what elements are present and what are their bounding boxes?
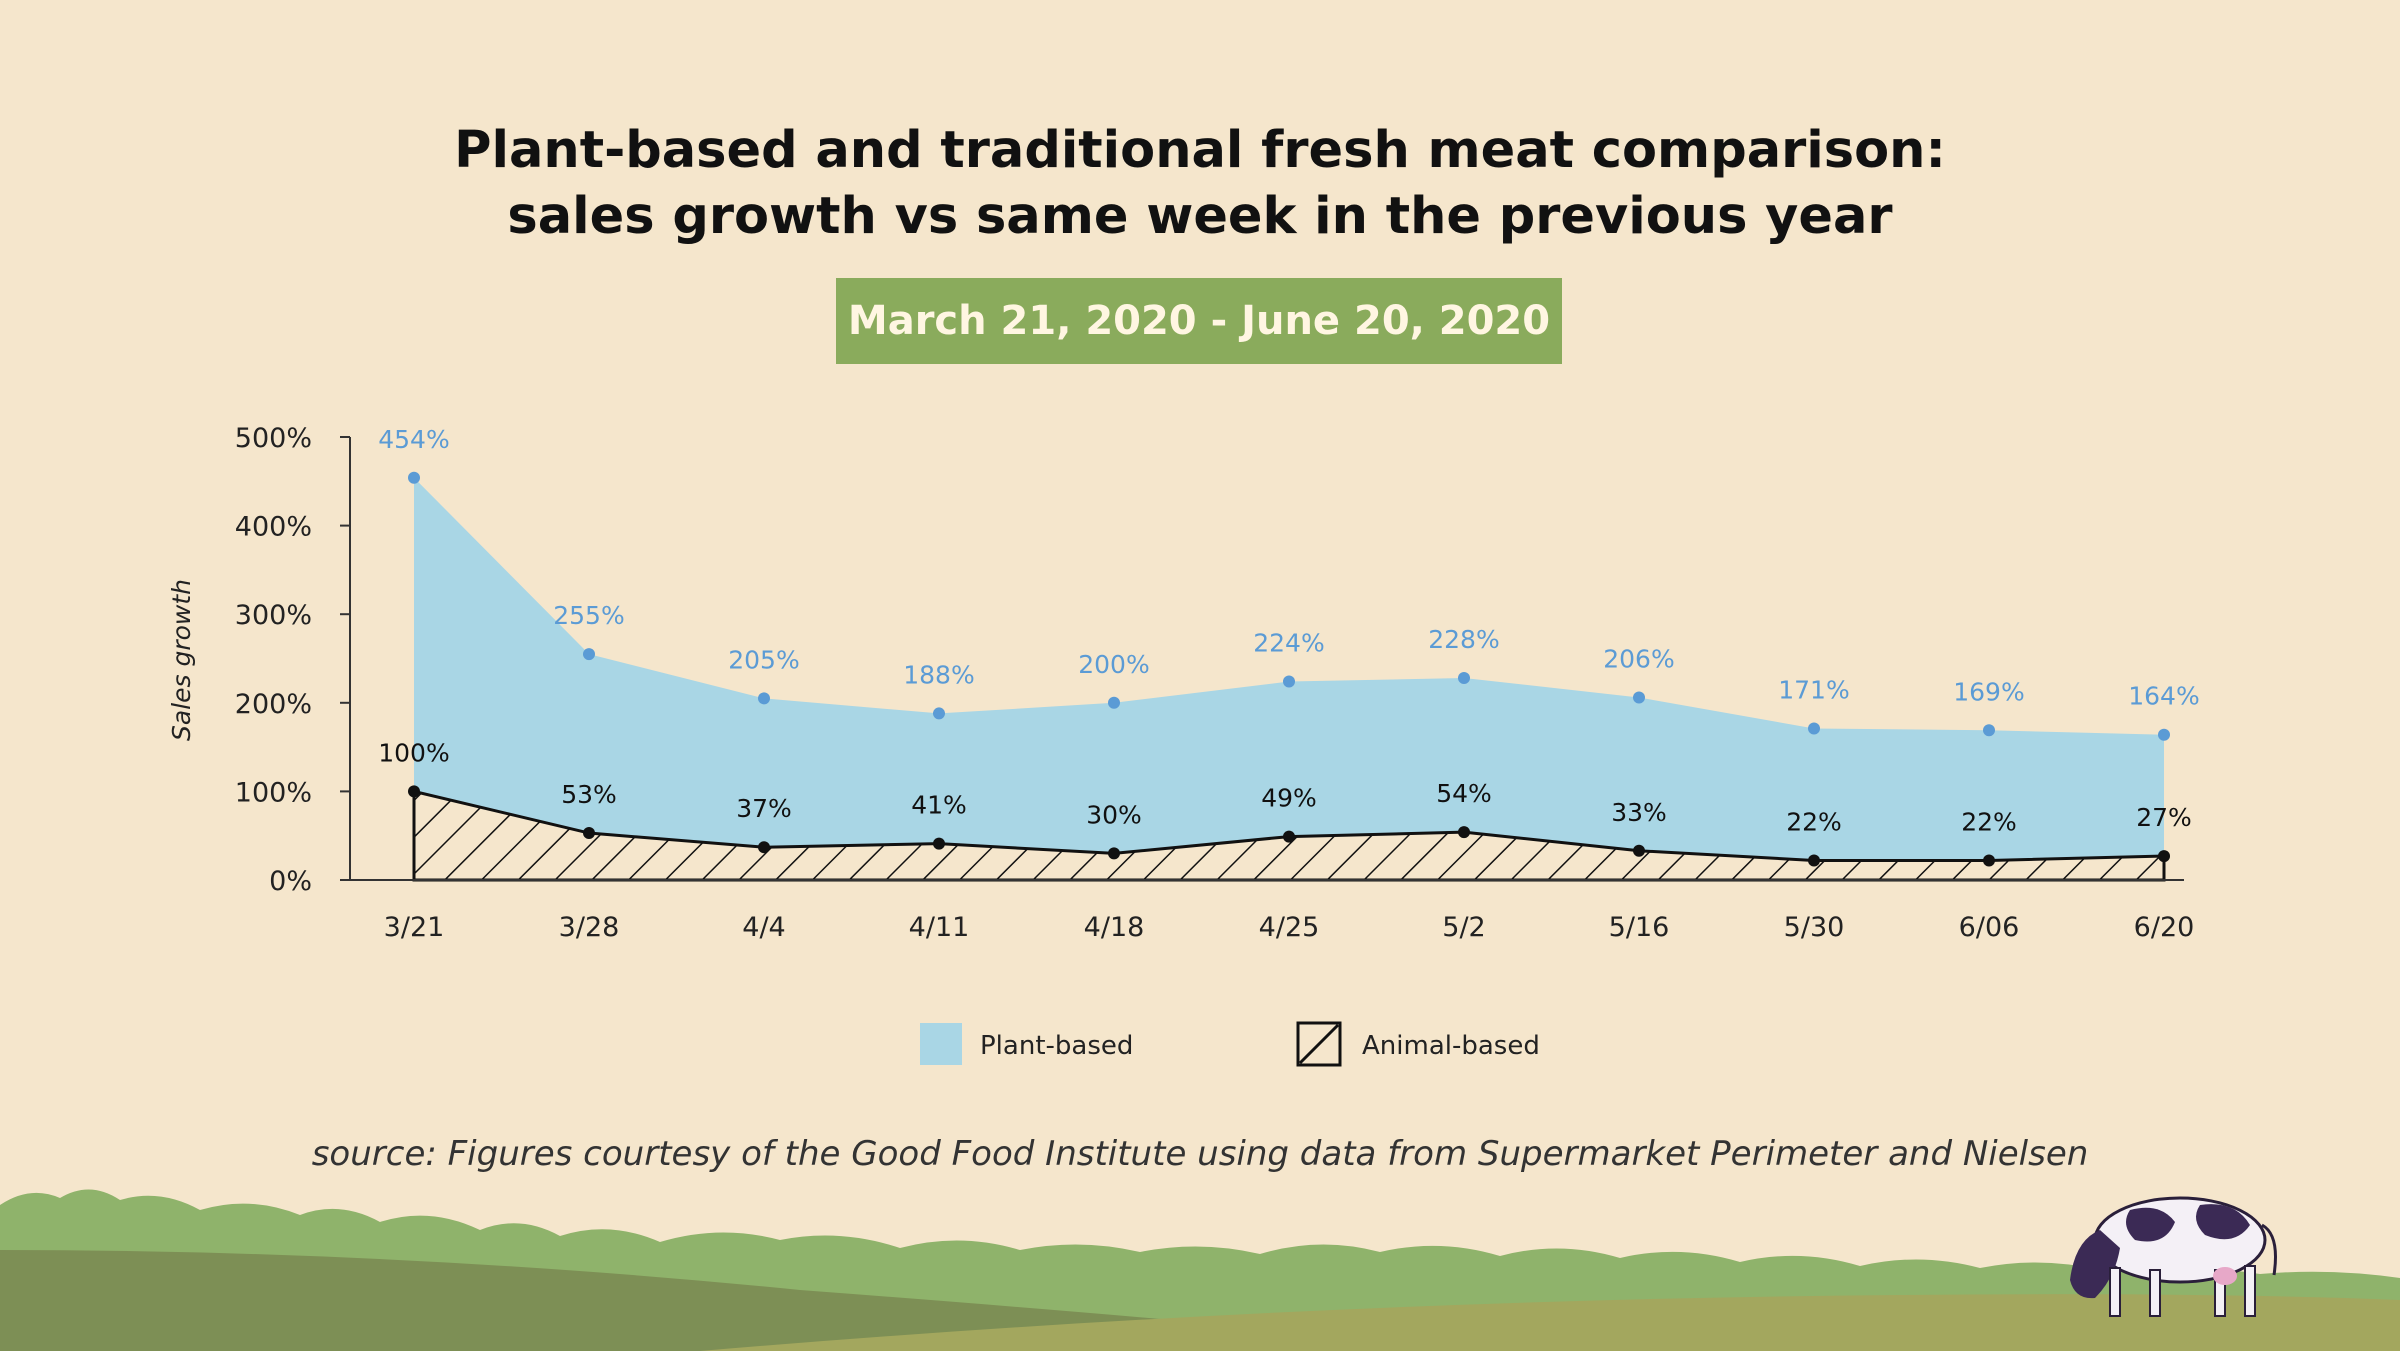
cow-udder	[2213, 1267, 2237, 1285]
legend-swatch-hatch-line	[1298, 1023, 1340, 1065]
plant-based-point	[933, 707, 945, 720]
x-tick-label: 4/11	[909, 912, 970, 943]
plant-based-point	[1808, 722, 1820, 735]
animal-based-data-label: 33%	[1611, 798, 1667, 827]
plant-based-point	[1983, 724, 1995, 737]
x-tick-label: 6/20	[2134, 912, 2195, 943]
plant-based-point	[1283, 675, 1295, 688]
cow-illustration	[2070, 1196, 2277, 1317]
legend-label-plant-based: Plant-based	[980, 1031, 1133, 1061]
animal-based-data-label: 49%	[1261, 784, 1317, 813]
animal-based-data-label: 53%	[561, 780, 617, 809]
y-tick-label: 500%	[235, 423, 312, 454]
front-hill-right	[700, 1294, 2400, 1351]
x-tick-label: 4/25	[1259, 912, 1320, 943]
animal-based-point	[583, 827, 595, 840]
animal-based-point	[1283, 830, 1295, 843]
animal-based-point	[1633, 844, 1645, 857]
cow-leg-1	[2109, 1267, 2121, 1317]
cow-spot-1	[2126, 1207, 2175, 1242]
plant-based-area	[414, 477, 2164, 880]
animal-based-data-label: 54%	[1436, 779, 1492, 808]
x-tick-label: 3/28	[559, 912, 620, 943]
plant-based-data-label: 255%	[553, 601, 624, 630]
animal-based-point	[2158, 850, 2170, 863]
plant-based-data-label: 228%	[1428, 625, 1499, 654]
animal-based-point	[933, 837, 945, 850]
animal-based-point	[1983, 854, 1995, 867]
animal-based-point	[1808, 854, 1820, 867]
y-tick-label: 200%	[235, 689, 312, 720]
plant-based-data-label: 205%	[728, 645, 799, 674]
plant-based-data-label: 200%	[1078, 650, 1149, 679]
x-tick-label: 5/30	[1784, 912, 1845, 943]
plant-based-data-label: 224%	[1253, 629, 1324, 658]
x-tick-label: 5/2	[1442, 912, 1485, 943]
plot-area: 0% 100% 200% 300% 400% 500% Sales growth 3/21 3/…	[167, 423, 2200, 1067]
x-tick-label: 3/21	[384, 912, 445, 943]
animal-based-data-label: 41%	[911, 791, 967, 820]
plant-based-point	[758, 692, 770, 705]
animal-based-area	[412, 789, 2166, 882]
cow-tail	[2261, 1223, 2277, 1276]
animal-based-point	[408, 785, 420, 798]
plant-based-point	[2158, 728, 2170, 741]
y-axis-title: Sales growth	[167, 579, 196, 741]
plant-based-data-label: 164%	[2128, 682, 2199, 711]
animal-based-point	[758, 841, 770, 854]
y-tick-label: 100%	[235, 777, 312, 808]
x-tick-label: 4/4	[742, 912, 785, 943]
plant-based-point	[1458, 671, 1470, 684]
date-range-badge: March 21, 2020 - June 20, 2020	[836, 278, 1562, 364]
legend-swatch-plant-based	[920, 1023, 962, 1065]
animal-based-data-label: 22%	[1961, 808, 2017, 837]
legend-label-animal-based: Animal-based	[1362, 1031, 1540, 1061]
plant-based-data-label: 169%	[1953, 677, 2024, 706]
chart-title-line-2: sales growth vs same week in the previou…	[507, 187, 1893, 246]
animal-based-data-label: 22%	[1786, 808, 1842, 837]
source-note: source: Figures courtesy of the Good Foo…	[311, 1134, 2089, 1174]
x-tick-label: 5/16	[1609, 912, 1670, 943]
plant-based-data-label: 188%	[903, 660, 974, 689]
plant-based-point	[1633, 691, 1645, 704]
x-tick-label: 4/18	[1084, 912, 1145, 943]
cow-leg-4	[2244, 1265, 2256, 1317]
animal-based-point	[1108, 847, 1120, 860]
cow-spot-2	[2196, 1204, 2250, 1240]
chart-title: Plant-based and traditional fresh meat c…	[0, 118, 2400, 250]
animal-based-data-label: 37%	[736, 794, 792, 823]
plant-based-point	[583, 648, 595, 661]
plant-based-point	[1108, 696, 1120, 709]
y-tick-label: 400%	[235, 512, 312, 543]
y-tick-label: 0%	[269, 866, 312, 897]
animal-based-data-label: 100%	[378, 738, 449, 767]
animal-based-point	[1458, 826, 1470, 839]
plant-based-data-label: 171%	[1778, 675, 1849, 704]
chart-title-line-1: Plant-based and traditional fresh meat c…	[454, 121, 1946, 180]
animal-based-data-label: 30%	[1086, 800, 1142, 829]
plant-based-data-label: 454%	[378, 425, 449, 454]
plant-based-point	[408, 471, 420, 484]
plant-based-data-label: 206%	[1603, 644, 1674, 673]
y-tick-label: 300%	[235, 600, 312, 631]
cow-head	[2070, 1230, 2120, 1299]
cow-leg-2	[2149, 1269, 2161, 1317]
x-tick-label: 6/06	[1959, 912, 2020, 943]
landscape-decoration	[0, 1189, 2400, 1351]
animal-based-data-label: 27%	[2136, 803, 2192, 832]
